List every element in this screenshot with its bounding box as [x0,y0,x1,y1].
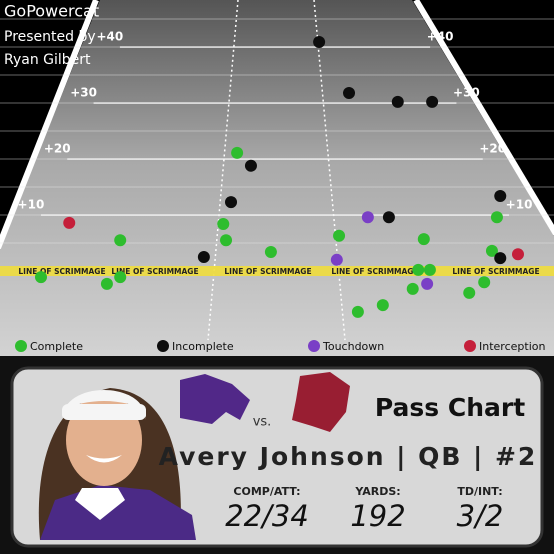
stat-value: 22/34 [225,499,309,533]
pass-dot [490,211,503,224]
pass-dot [244,159,257,172]
pass-dot [412,263,425,276]
pass-dot [114,234,127,247]
legend-marker [464,340,476,352]
player-name: Avery Johnson | QB | #2 [159,442,538,471]
pass-dot [217,217,230,230]
wsu-logo [292,372,350,432]
y-tick-label: +30 [453,86,480,100]
pass-dot [494,252,507,265]
pass-dot [225,196,238,209]
pass-dot [423,263,436,276]
pass-dot [361,211,374,224]
y-tick-label: +30 [70,86,97,100]
hash-line [207,0,239,341]
legend-label: Touchdown [322,340,384,353]
stat-label: TD/INT: [457,485,502,498]
stat-label: YARDS: [354,485,400,498]
pass-dot [330,253,343,266]
pass-dot [511,248,524,261]
pass-dot [485,244,498,257]
pass-dot [391,95,404,108]
pass-dot [421,277,434,290]
pass-dot [114,271,127,284]
brand: Ryan Gilbert [4,52,91,68]
y-tick-label: +10 [18,198,45,212]
pass-dot [63,216,76,229]
y-tick-label: +20 [479,142,506,156]
pass-dot [313,35,326,48]
card-title: Pass Chart [375,393,525,422]
pass-dot [463,286,476,299]
legend-marker [308,340,320,352]
yard-lines [0,18,554,244]
pass-dot [426,95,439,108]
pass-dot [220,234,233,247]
legend-marker [157,340,169,352]
scrimmage-label: LINE OF SCRIMMAGE [18,267,105,276]
sideline [0,0,99,250]
pass-dot [406,282,419,295]
y-tick-label: +10 [506,198,533,212]
pass-dot [343,86,356,99]
pass-dot [382,211,395,224]
scrimmage-label: LINE OF SCRIMMAGE [331,267,418,276]
pass-dot [264,245,277,258]
scrimmage-label: LINE OF SCRIMMAGE [452,267,539,276]
stat-value: 192 [350,499,405,533]
kstate-logo [180,374,250,424]
pass-dot [417,233,430,246]
legend-label: Interception [479,340,545,353]
hash-line [313,0,346,341]
y-tick-label: +40 [97,30,124,44]
pass-dot [34,271,47,284]
y-tick-label: +40 [427,30,454,44]
pass-dot [376,299,389,312]
sideline [413,0,554,236]
legend-label: Complete [30,340,83,353]
pass-dot [351,305,364,318]
brand: Presented by [4,29,96,45]
pass-dot [333,229,346,242]
scrimmage-label: LINE OF SCRIMMAGE [111,267,198,276]
brand: GoPowercat [4,2,99,21]
player-photo [38,388,196,540]
y-tick-label: +20 [44,142,71,156]
pass-dot [100,277,113,290]
pass-dot [494,189,507,202]
scrimmage-label: LINE OF SCRIMMAGE [224,267,311,276]
legend-marker [15,340,27,352]
scrimmage-band [0,266,554,276]
pass-dot [231,146,244,159]
stat-value: 3/2 [457,499,504,533]
pass-dot [478,276,491,289]
pass-dot [197,251,210,264]
legend-label: Incomplete [172,340,234,353]
stat-label: COMP/ATT: [233,485,300,498]
vs: vs. [253,415,272,430]
